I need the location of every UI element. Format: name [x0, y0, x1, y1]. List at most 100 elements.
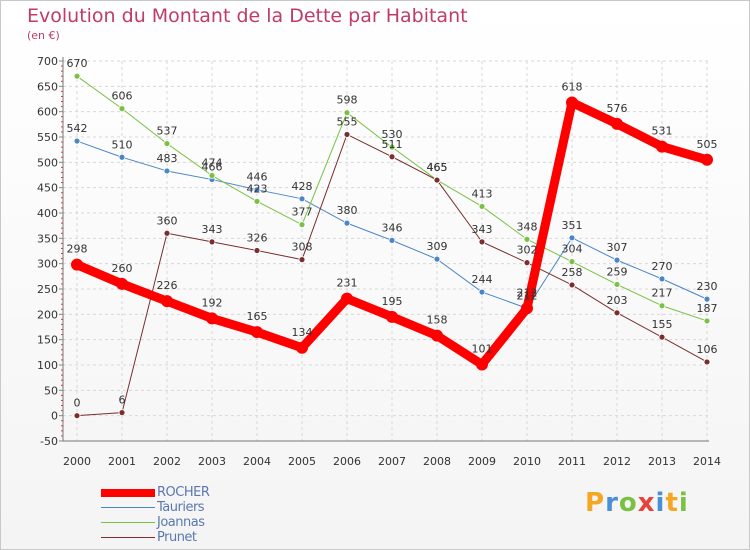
- data-point-rocher: [206, 312, 218, 325]
- data-point-rocher: [656, 140, 668, 153]
- data-label-joannas: 474: [202, 157, 223, 170]
- data-point-prunet: [613, 309, 621, 317]
- data-label-tauriers: 380: [337, 204, 358, 217]
- data-label-prunet: 343: [202, 223, 223, 236]
- data-point-joannas: [568, 258, 576, 266]
- data-label-tauriers: 466: [202, 161, 223, 174]
- data-point-prunet: [523, 259, 531, 267]
- data-label-tauriers: 230: [697, 280, 718, 293]
- data-label-prunet: 511: [382, 138, 403, 151]
- data-label-joannas: 670: [67, 57, 88, 70]
- data-point-rocher: [611, 117, 623, 130]
- data-label-joannas: 377: [292, 206, 313, 219]
- x-tick-label: 2014: [693, 455, 721, 468]
- legend: ROCHER Tauriers Joannas Prunet: [101, 485, 210, 545]
- data-label-rocher: 101: [472, 342, 493, 355]
- y-tick-label: 550: [37, 131, 58, 144]
- data-point-rocher: [386, 310, 398, 323]
- legend-swatch-tauriers: [101, 507, 155, 508]
- y-tick-label: 700: [37, 55, 58, 68]
- data-label-prunet: 155: [652, 318, 673, 331]
- data-label-joannas: 187: [697, 302, 718, 315]
- data-label-joannas: 606: [112, 90, 133, 103]
- x-tick-label: 2008: [423, 455, 451, 468]
- data-point-rocher: [71, 258, 83, 271]
- data-label-tauriers: 346: [382, 221, 403, 234]
- x-tick-label: 2000: [63, 455, 91, 468]
- data-point-rocher: [296, 341, 308, 354]
- y-tick-label: 400: [37, 207, 58, 220]
- data-label-tauriers: 309: [427, 240, 448, 253]
- data-label-joannas: 304: [562, 243, 583, 256]
- data-point-prunet: [163, 229, 171, 237]
- x-tick-label: 2009: [468, 455, 496, 468]
- data-label-joannas: 259: [607, 265, 628, 278]
- data-point-rocher: [521, 302, 533, 315]
- data-label-prunet: 326: [247, 231, 268, 244]
- data-point-prunet: [298, 256, 306, 264]
- data-point-joannas: [388, 143, 396, 151]
- data-label-joannas: 423: [247, 182, 268, 195]
- data-point-tauriers: [253, 186, 261, 194]
- data-point-joannas: [658, 302, 666, 310]
- data-point-joannas: [73, 72, 81, 80]
- x-tick-label: 2002: [153, 455, 181, 468]
- data-label-tauriers: 244: [472, 273, 493, 286]
- data-label-prunet: 555: [337, 115, 358, 128]
- data-point-joannas: [523, 235, 531, 243]
- data-point-prunet: [388, 153, 396, 161]
- data-label-joannas: 530: [382, 128, 403, 141]
- x-tick-label: 2013: [648, 455, 676, 468]
- data-label-rocher: 212: [517, 286, 538, 299]
- legend-label: Tauriers: [157, 500, 205, 515]
- y-tick-label: 350: [37, 232, 58, 245]
- data-point-prunet: [253, 247, 261, 254]
- data-label-joannas: 537: [157, 125, 178, 138]
- data-label-rocher: 165: [247, 310, 268, 323]
- data-label-tauriers: 446: [247, 171, 268, 184]
- data-point-tauriers: [73, 137, 81, 145]
- data-point-prunet: [433, 176, 441, 184]
- data-point-joannas: [343, 109, 351, 117]
- data-point-prunet: [568, 281, 576, 289]
- data-label-joannas: 217: [652, 287, 673, 300]
- data-point-joannas: [613, 281, 621, 288]
- data-point-joannas: [208, 172, 216, 179]
- data-point-tauriers: [613, 256, 621, 264]
- y-tick-label: 100: [37, 359, 58, 372]
- data-point-tauriers: [703, 295, 711, 303]
- x-tick-label: 2001: [108, 455, 136, 468]
- data-label-prunet: 343: [472, 223, 493, 236]
- data-label-prunet: 106: [697, 343, 718, 356]
- logo-letter: t: [665, 488, 679, 518]
- legend-swatch-prunet: [101, 537, 155, 538]
- data-point-prunet: [478, 238, 486, 246]
- data-label-prunet: 203: [607, 294, 628, 307]
- data-point-prunet: [208, 238, 216, 246]
- data-label-prunet: 360: [157, 214, 178, 227]
- data-label-rocher: 618: [562, 81, 583, 94]
- legend-item-prunet: Prunet: [101, 530, 209, 545]
- data-label-rocher: 226: [157, 279, 178, 292]
- x-tick-label: 2004: [243, 455, 271, 468]
- y-tick-label: 250: [37, 283, 58, 296]
- y-tick-label: 650: [37, 80, 58, 93]
- legend-item-tauriers: Tauriers: [101, 500, 209, 515]
- data-point-rocher: [476, 358, 488, 371]
- logo-letter: x: [637, 488, 656, 518]
- data-label-prunet: 308: [292, 241, 313, 254]
- data-label-prunet: 258: [562, 266, 583, 279]
- proxiti-logo: Proxiti: [585, 488, 689, 518]
- x-tick-label: 2006: [333, 455, 361, 468]
- data-label-tauriers: 212: [517, 289, 538, 302]
- data-point-rocher: [251, 326, 263, 339]
- data-point-tauriers: [433, 255, 441, 263]
- data-label-rocher: 158: [427, 314, 448, 327]
- y-tick-label: 450: [37, 182, 58, 195]
- logo-letter: i: [678, 488, 689, 518]
- data-label-tauriers: 428: [292, 180, 313, 193]
- x-tick-label: 2011: [558, 455, 586, 468]
- data-point-rocher: [701, 153, 713, 166]
- y-tick-label: 0: [51, 410, 58, 423]
